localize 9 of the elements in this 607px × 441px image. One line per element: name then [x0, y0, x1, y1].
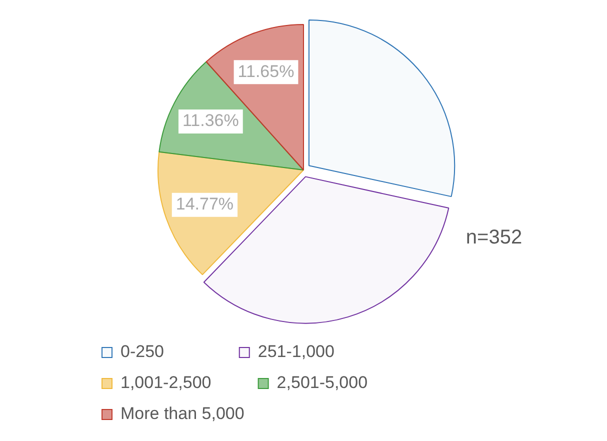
legend-label: 1,001-2,500: [120, 373, 244, 392]
legend-label: 2,501-5,000: [276, 373, 401, 392]
data-label: 11.36%: [182, 111, 239, 130]
data-label: 14.77%: [176, 194, 234, 214]
data-label: 11.65%: [238, 62, 294, 81]
legend-label: More than 5,000: [120, 404, 258, 424]
legend-label: 251-1,000: [258, 342, 377, 362]
legend-label: 0-250: [120, 342, 226, 362]
text: n=352: [466, 226, 522, 249]
